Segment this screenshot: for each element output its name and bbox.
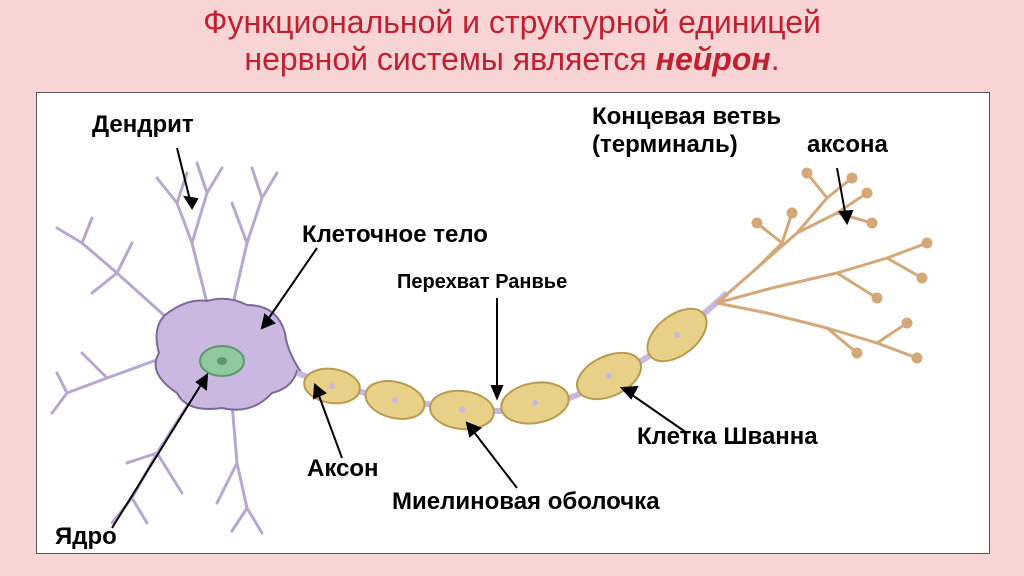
title-emphasis: нейрон [656, 41, 771, 77]
title-line1: Функциональной и структурной единицей [203, 4, 821, 40]
label-schwann: Клетка Шванна [637, 423, 818, 451]
page-title: Функциональной и структурной единицей не… [0, 0, 1024, 80]
title-line2-pre: нервной системы является [244, 41, 655, 77]
label-cell-body: Клеточное тело [302, 221, 488, 249]
label-ranvier: Перехват Ранвье [397, 271, 567, 294]
label-terminal-line2: (терминаль) [592, 131, 738, 159]
myelin-sheath-icon [302, 298, 716, 432]
label-nucleus: Ядро [55, 523, 117, 551]
label-myelin: Миелиновая оболочка [392, 488, 660, 516]
title-line2-post: . [771, 41, 780, 77]
label-axon: Аксон [307, 455, 379, 483]
label-terminal-line1: Концевая ветвь [592, 103, 781, 131]
nucleolus-icon [217, 357, 227, 365]
axon-terminals-icon [717, 169, 931, 362]
label-dendrite: Дендрит [92, 111, 194, 139]
neuron-svg [37, 93, 989, 553]
label-terminal-axon: аксона [807, 131, 888, 159]
neuron-diagram: Дендрит Концевая ветвь (терминаль) аксон… [36, 92, 990, 554]
